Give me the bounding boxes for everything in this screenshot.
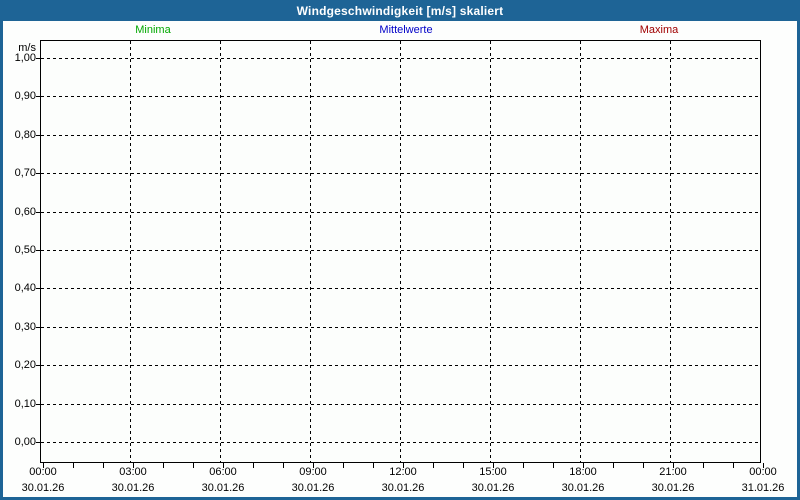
y-tick-label: 0,40 xyxy=(14,282,36,295)
x-axis-tick xyxy=(763,463,764,468)
legend-item-mittelwerte: Mittelwerte xyxy=(379,24,433,36)
x-axis-tick xyxy=(43,463,44,468)
x-date-label: 30.01.26 xyxy=(471,482,515,494)
x-grid-line xyxy=(220,41,221,462)
y-tick-label: 0,20 xyxy=(14,359,36,372)
y-axis-tick xyxy=(36,403,40,405)
x-axis-tick xyxy=(553,463,554,468)
y-tick-label: 0,30 xyxy=(14,320,36,333)
x-axis-tick xyxy=(613,463,614,468)
y-axis-tick xyxy=(36,442,40,443)
x-time-label: 06:00 xyxy=(209,466,237,478)
x-grid-line xyxy=(580,41,581,462)
legend-item-minima: Minima xyxy=(135,24,171,36)
x-axis-tick xyxy=(73,463,74,468)
chart-title-bar: Windgeschwindigkeit [m/s] skaliert xyxy=(3,0,797,21)
y-axis-tick xyxy=(36,96,40,98)
x-axis-tick xyxy=(673,463,674,468)
y-axis-tick xyxy=(36,326,40,328)
x-time-label: 12:00 xyxy=(389,466,417,478)
x-axis-tick xyxy=(433,463,434,468)
x-time-label: 15:00 xyxy=(479,466,507,478)
x-date-label: 30.01.26 xyxy=(651,482,695,494)
y-axis-tick xyxy=(36,288,40,290)
x-date-label: 30.01.26 xyxy=(381,482,425,494)
x-date-label: 30.01.26 xyxy=(291,482,335,494)
x-time-label: 18:00 xyxy=(569,466,597,478)
x-axis-tick xyxy=(313,463,314,468)
x-axis-tick xyxy=(583,463,584,468)
x-grid-line xyxy=(490,41,491,462)
y-tick-label: 0,80 xyxy=(14,128,36,141)
y-axis-tick xyxy=(36,365,40,367)
x-axis-tick xyxy=(463,463,464,468)
y-axis-tick xyxy=(36,58,40,59)
x-axis-tick xyxy=(193,463,194,468)
x-date-label: 30.01.26 xyxy=(561,482,605,494)
x-grid-line xyxy=(400,41,401,462)
x-axis-tick xyxy=(733,463,734,468)
x-time-label: 00:00 xyxy=(749,466,777,478)
y-axis-tick xyxy=(36,211,40,213)
y-axis-unit-label: m/s xyxy=(18,42,36,54)
y-axis-tick xyxy=(36,134,40,136)
x-axis-tick xyxy=(163,463,164,468)
x-time-label: 03:00 xyxy=(119,466,147,478)
x-axis-tick xyxy=(493,463,494,468)
x-axis-tick xyxy=(253,463,254,468)
plot-area xyxy=(40,40,761,463)
x-time-label: 21:00 xyxy=(659,466,687,478)
x-date-label: 30.01.26 xyxy=(201,482,245,494)
x-grid-line xyxy=(130,41,131,462)
y-tick-label: 0,10 xyxy=(14,397,36,410)
legend-item-maxima: Maxima xyxy=(639,24,679,36)
x-date-label: 31.01.26 xyxy=(741,482,785,494)
y-tick-label: 0,90 xyxy=(14,90,36,103)
x-time-label: 00:00 xyxy=(29,466,57,478)
x-axis-tick xyxy=(373,463,374,468)
y-tick-label: 0,00 xyxy=(14,436,36,448)
y-axis-tick xyxy=(36,173,40,175)
y-tick-label: 1,00 xyxy=(14,52,36,64)
y-tick-label: 0,50 xyxy=(14,244,36,256)
y-tick-label: 0,60 xyxy=(14,205,36,218)
x-axis-tick xyxy=(523,463,524,468)
x-grid-line xyxy=(310,41,311,462)
x-axis-tick xyxy=(223,463,224,468)
chart-title: Windgeschwindigkeit [m/s] skaliert xyxy=(296,3,504,18)
x-axis-tick xyxy=(343,463,344,468)
x-time-label: 09:00 xyxy=(299,466,327,478)
x-axis-tick xyxy=(133,463,134,468)
x-axis-tick xyxy=(403,463,404,468)
y-tick-label: 0,70 xyxy=(14,167,36,180)
x-axis-tick xyxy=(643,463,644,468)
x-axis-tick xyxy=(283,463,284,468)
x-axis-tick xyxy=(703,463,704,468)
y-axis-tick xyxy=(36,250,40,251)
x-date-label: 30.01.26 xyxy=(111,482,155,494)
x-axis-tick xyxy=(103,463,104,468)
x-date-label: 30.01.26 xyxy=(21,482,65,494)
x-grid-line xyxy=(670,41,671,462)
